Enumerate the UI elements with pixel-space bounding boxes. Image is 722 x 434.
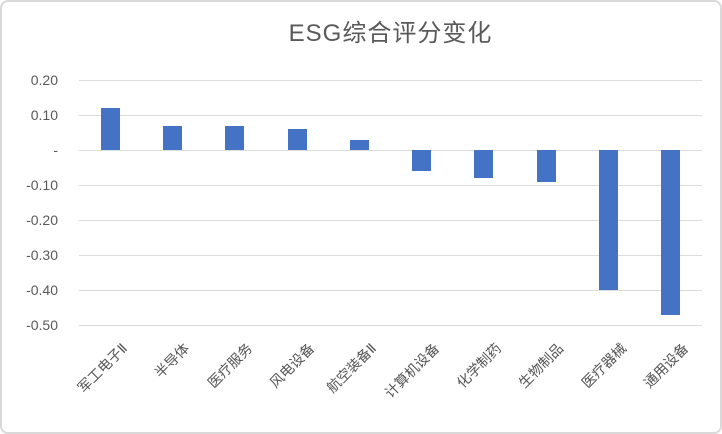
x-axis-category-label: 医疗服务	[204, 340, 256, 391]
gridline	[79, 324, 702, 326]
y-axis-tick-label: -0.20	[26, 212, 58, 229]
gridline	[79, 289, 702, 291]
gridline	[79, 184, 702, 186]
gridline	[79, 149, 702, 151]
y-axis-tick-label: -0.40	[26, 282, 58, 299]
bar-2	[162, 125, 182, 151]
y-axis-tick-label: 0.10	[30, 107, 58, 124]
x-axis-category-label: 风电设备	[266, 340, 318, 391]
x-axis-category-label: 医疗器械	[577, 340, 629, 391]
x-axis-category-label: 军工电子Ⅱ	[74, 340, 131, 396]
y-axis-tick-label: -0.30	[26, 247, 58, 264]
bar-1	[100, 108, 120, 151]
y-axis-tick-label: -0.10	[26, 177, 58, 194]
x-axis-category-label: 航空装备Ⅱ	[323, 340, 380, 396]
gridline	[79, 219, 702, 221]
gridline	[79, 254, 702, 256]
x-axis-category-label: 生物制品	[515, 340, 567, 391]
bar-7	[474, 150, 494, 179]
bar-8	[536, 150, 556, 182]
bar-3	[225, 125, 245, 151]
x-axis-category-label: 化学制药	[453, 340, 505, 391]
bar-6	[412, 150, 432, 172]
x-axis-category-label: 半导体	[151, 340, 193, 382]
y-axis-tick-label: -	[53, 142, 58, 159]
y-axis-tick-label: -0.50	[26, 317, 58, 334]
x-axis-category-label: 通用设备	[640, 340, 692, 391]
bar-9	[599, 150, 619, 291]
x-axis-category-label: 计算机设备	[381, 340, 442, 401]
y-axis-tick-label: 0.20	[30, 72, 58, 89]
gridline	[79, 79, 702, 81]
chart-title: ESG综合评分变化	[288, 20, 493, 47]
bar-5	[349, 139, 369, 151]
bar-10	[661, 150, 681, 315]
gridline	[79, 114, 702, 116]
bar-4	[287, 129, 307, 151]
